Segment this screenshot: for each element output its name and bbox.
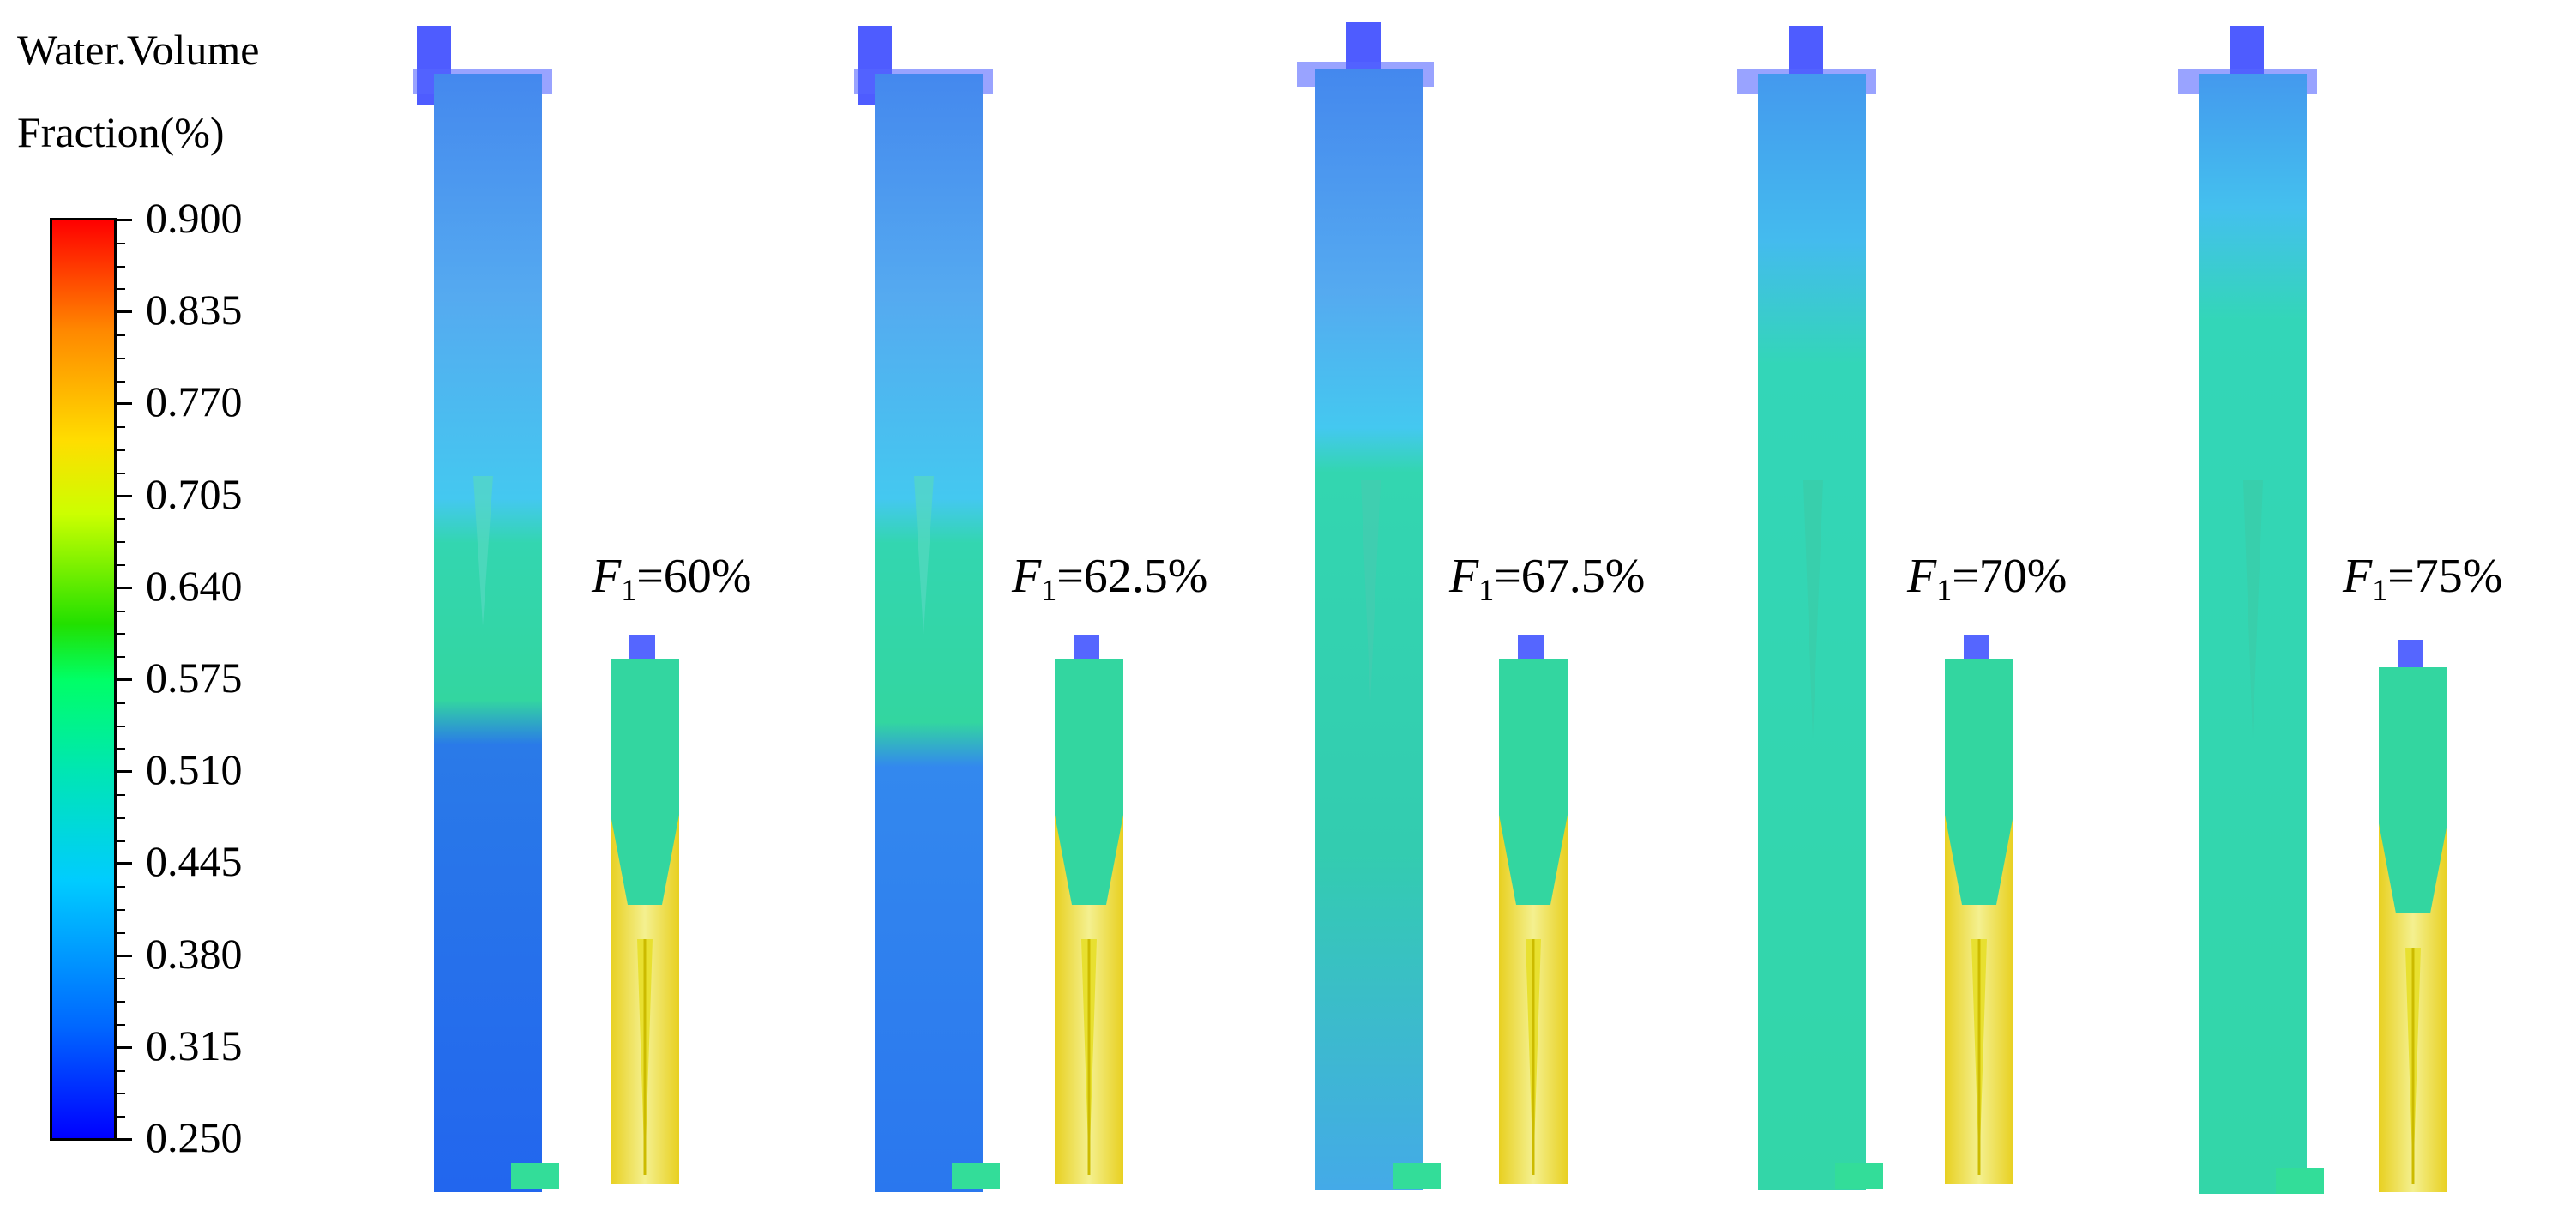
column-case-4 bbox=[1737, 26, 1883, 1190]
color-bar-tick-label: 0.315 bbox=[146, 1021, 243, 1069]
color-bar bbox=[50, 218, 117, 1141]
separator-case-5 bbox=[2379, 640, 2447, 1192]
color-bar-minor-tick bbox=[117, 633, 125, 636]
color-bar-tick bbox=[117, 862, 132, 865]
color-bar-minor-tick bbox=[117, 380, 125, 383]
separator-case-2 bbox=[1055, 635, 1123, 1184]
legend-title-line2: Fraction(%) bbox=[17, 108, 225, 156]
color-bar-minor-tick bbox=[117, 472, 125, 474]
case-label-1: F1=60% bbox=[592, 550, 752, 607]
case-label-2: F1=62.5% bbox=[1012, 550, 1208, 607]
color-bar-tick-label: 0.250 bbox=[146, 1113, 243, 1161]
color-bar-minor-tick bbox=[117, 1024, 125, 1026]
color-bar-minor-tick bbox=[117, 794, 125, 796]
color-bar-tick-label: 0.445 bbox=[146, 837, 243, 886]
color-bar-tick bbox=[117, 770, 132, 774]
color-bar-minor-tick bbox=[117, 978, 125, 980]
color-bar-minor-tick bbox=[117, 840, 125, 842]
color-bar-minor-tick bbox=[117, 610, 125, 612]
separator-case-3 bbox=[1499, 635, 1568, 1184]
color-bar-minor-tick bbox=[117, 265, 125, 268]
case-label-4: F1=70% bbox=[1907, 550, 2067, 607]
color-bar-tick bbox=[117, 1138, 132, 1141]
color-bar-minor-tick bbox=[117, 1001, 125, 1003]
color-bar-tick-label: 0.640 bbox=[146, 561, 243, 610]
color-bar-tick-label: 0.575 bbox=[146, 654, 243, 702]
color-bar-minor-tick bbox=[117, 1093, 125, 1095]
color-bar-tick bbox=[117, 678, 132, 681]
color-bar-tick bbox=[117, 219, 132, 221]
color-bar-tick-label: 0.835 bbox=[146, 286, 243, 334]
color-bar-minor-tick bbox=[117, 357, 125, 359]
color-bar-tick bbox=[117, 1045, 132, 1049]
color-bar-tick-label: 0.510 bbox=[146, 745, 243, 794]
color-bar-minor-tick bbox=[117, 1116, 125, 1118]
color-bar-tick-label: 0.900 bbox=[146, 194, 243, 242]
color-bar-minor-tick bbox=[117, 541, 125, 544]
color-bar-minor-tick bbox=[117, 334, 125, 336]
color-bar-minor-tick bbox=[117, 748, 125, 750]
color-bar-minor-tick bbox=[117, 909, 125, 911]
color-bar-minor-tick bbox=[117, 702, 125, 704]
color-bar-minor-tick bbox=[117, 816, 125, 819]
color-bar-minor-tick bbox=[117, 931, 125, 934]
color-bar-tick-label: 0.705 bbox=[146, 469, 243, 518]
case-label-5: F1=75% bbox=[2343, 550, 2503, 607]
color-bar-minor-tick bbox=[117, 1069, 125, 1072]
color-bar-tick bbox=[117, 494, 132, 497]
color-bar-minor-tick bbox=[117, 518, 125, 521]
color-bar-minor-tick bbox=[117, 288, 125, 291]
column-case-5 bbox=[2178, 26, 2324, 1194]
separator-case-1 bbox=[611, 635, 679, 1184]
color-bar-minor-tick bbox=[117, 886, 125, 889]
color-bar-tick bbox=[117, 310, 132, 314]
color-bar-minor-tick bbox=[117, 426, 125, 429]
column-case-1 bbox=[413, 26, 559, 1192]
color-bar-minor-tick bbox=[117, 725, 125, 727]
separator-case-4 bbox=[1945, 635, 2013, 1184]
color-bar-minor-tick bbox=[117, 449, 125, 451]
color-bar-minor-tick bbox=[117, 656, 125, 659]
column-case-3 bbox=[1297, 22, 1441, 1190]
color-bar-minor-tick bbox=[117, 242, 125, 244]
color-bar-tick bbox=[117, 402, 132, 406]
color-bar-tick-label: 0.770 bbox=[146, 377, 243, 426]
color-bar-tick bbox=[117, 586, 132, 589]
legend-title: Water.Volume Fraction(%) bbox=[17, 9, 377, 173]
color-bar-tick-label: 0.380 bbox=[146, 929, 243, 978]
case-label-3: F1=67.5% bbox=[1449, 550, 1646, 607]
column-case-2 bbox=[854, 26, 1000, 1192]
legend-title-line1: Water.Volume bbox=[17, 26, 260, 74]
color-bar-minor-tick bbox=[117, 564, 125, 566]
color-bar-tick bbox=[117, 954, 132, 957]
